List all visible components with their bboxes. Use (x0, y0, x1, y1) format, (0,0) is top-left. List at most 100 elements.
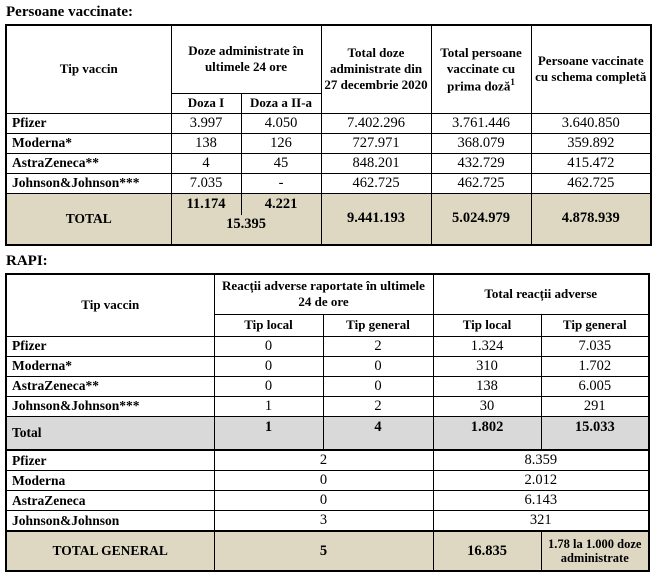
total-label: Total (5, 415, 215, 451)
cell-total: 321 (432, 510, 650, 532)
col-header-prima-doza: Total persoane vaccinate cu prima doză1 (430, 24, 532, 114)
cell-prima-doza: 3.761.446 (430, 112, 532, 134)
summary-row-johnson: Johnson&Johnson 3 321 (5, 510, 650, 532)
col-header-reactii-24h: Reacții adverse raportate în ultimele 24… (213, 273, 434, 315)
cell-local-total: 310 (432, 355, 542, 377)
cell-local-total: 30 (432, 395, 542, 417)
col-header-doze-24h: Doze administrate în ultimele 24 ore (170, 24, 322, 94)
table-row-johnson: Johnson&Johnson*** 1 2 30 291 (5, 395, 650, 417)
col-header-doza-2: Doza a II-a (240, 92, 322, 114)
cell-general-total: 1.702 (540, 355, 650, 377)
total-prima-doza: 5.024.979 (430, 192, 532, 246)
cell-count-24h: 2 (213, 449, 434, 471)
col-header-tip-local-total: Tip local (432, 313, 542, 337)
cell-doza2: - (240, 172, 322, 194)
cell-doza1: 7.035 (170, 172, 242, 194)
cell-local-24h: 0 (213, 355, 324, 377)
grand-total-count-24h: 5 (213, 530, 434, 572)
cell-prima-doza: 432.729 (430, 152, 532, 174)
cell-general-24h: 0 (322, 375, 434, 397)
row-label: Pfizer (5, 449, 215, 471)
total-local: 1.802 (432, 415, 542, 451)
cell-doza1: 3.997 (170, 112, 242, 134)
total-doza2: 4.221 (240, 192, 322, 215)
summary-row-pfizer: Pfizer 2 8.359 (5, 449, 650, 471)
grand-total-value: 16.835 (432, 530, 542, 572)
col-header-tip-general-24h: Tip general (322, 313, 434, 337)
summary-row-moderna: Moderna 0 2.012 (5, 470, 650, 491)
vaccinated-table: Tip vaccin Doze administrate în ultimele… (5, 24, 652, 246)
row-label: Johnson&Johnson*** (5, 395, 215, 417)
cell-total: 8.359 (432, 449, 650, 471)
cell-total-doze: 848.201 (320, 152, 432, 174)
cell-general-24h: 2 (322, 395, 434, 417)
total-general-24h: 4 (322, 415, 434, 451)
row-label: AstraZeneca (5, 490, 215, 511)
cell-doza1: 4 (170, 152, 242, 174)
section-title-rapi: RAPI: (6, 253, 48, 269)
total-doza1: 11.174 (170, 192, 242, 215)
table-row-astrazeneca: AstraZeneca** 0 0 138 6.005 (5, 375, 650, 397)
row-label: Moderna* (5, 355, 215, 377)
cell-total: 6.143 (432, 490, 650, 511)
row-label: Pfizer (5, 112, 172, 134)
footnote-marker: 1 (510, 76, 515, 87)
cell-local-24h: 0 (213, 335, 324, 357)
cell-general-24h: 2 (322, 335, 434, 357)
vaccinated-table-header-row: Tip vaccin Doze administrate în ultimele… (5, 24, 652, 114)
rapi-table: Tip vaccin Reacții adverse raportate în … (5, 273, 650, 572)
cell-count-24h: 0 (213, 490, 434, 511)
cell-schema-completa: 415.472 (530, 152, 652, 174)
total-local-24h: 1 (213, 415, 324, 451)
col-header-doza-1: Doza I (170, 92, 242, 114)
col-header-total-reactii: Total reacții adverse (432, 273, 650, 315)
total-general: 15.033 (540, 415, 650, 451)
cell-schema-completa: 3.640.850 (530, 112, 652, 134)
grand-total-label: TOTAL GENERAL (5, 530, 215, 572)
row-label: Johnson&Johnson*** (5, 172, 172, 194)
cell-total-doze: 727.971 (320, 132, 432, 154)
row-label: Moderna* (5, 132, 172, 154)
cell-prima-doza: 368.079 (430, 132, 532, 154)
table-row-johnson: Johnson&Johnson*** 7.035 - 462.725 462.7… (5, 172, 652, 194)
cell-total: 2.012 (432, 470, 650, 491)
table-row-pfizer: Pfizer 3.997 4.050 7.402.296 3.761.446 3… (5, 112, 652, 134)
cell-local-total: 138 (432, 375, 542, 397)
table-row-moderna: Moderna* 0 0 310 1.702 (5, 355, 650, 377)
summary-row-astrazeneca: AstraZeneca 0 6.143 (5, 490, 650, 511)
total-row: TOTAL 11.174 4.221 9.441.193 5.024.979 4… (5, 192, 652, 246)
row-label: Pfizer (5, 335, 215, 357)
table-row-moderna: Moderna* 138 126 727.971 368.079 359.892 (5, 132, 652, 154)
col-header-tip-vaccin: Tip vaccin (5, 273, 215, 337)
table-row-astrazeneca: AstraZeneca** 4 45 848.201 432.729 415.4… (5, 152, 652, 174)
cell-general-total: 6.005 (540, 375, 650, 397)
row-label: AstraZeneca** (5, 375, 215, 397)
col-header-schema-completa: Persoane vaccinate cu schema completă (530, 24, 652, 114)
cell-general-total: 7.035 (540, 335, 650, 357)
cell-general-24h: 0 (322, 355, 434, 377)
vaccinated-table-subheader-row: Doza I Doza a II-a (6, 92, 651, 114)
grand-total-rate: 1.78 la 1.000 doze administrate (540, 530, 650, 572)
cell-doza2: 45 (240, 152, 322, 174)
total-doze-administrate: 9.441.193 (320, 192, 432, 246)
row-label: Johnson&Johnson (5, 510, 215, 532)
total-combined-row: 15.395 (6, 215, 651, 246)
total-doze-24h-combined: 15.395 (170, 215, 322, 246)
rapi-total-row: Total 1 4 1.802 15.033 (5, 415, 650, 451)
cell-general-total: 291 (540, 395, 650, 417)
cell-schema-completa: 359.892 (530, 132, 652, 154)
grand-total-row: TOTAL GENERAL 5 16.835 1.78 la 1.000 doz… (5, 530, 650, 572)
col-header-tip-local-24h: Tip local (213, 313, 324, 337)
cell-local-24h: 1 (213, 395, 324, 417)
rapi-table-header-row: Tip vaccin Reacții adverse raportate în … (5, 273, 650, 337)
col-header-tip-general-total: Tip general (540, 313, 650, 337)
cell-schema-completa: 462.725 (530, 172, 652, 194)
cell-total-doze: 462.725 (320, 172, 432, 194)
col-header-prima-doza-text: Total persoane vaccinate cu prima doză (440, 44, 522, 93)
cell-count-24h: 3 (213, 510, 434, 532)
total-label: TOTAL (5, 192, 172, 246)
row-label: Moderna (5, 470, 215, 491)
cell-doza2: 4.050 (240, 112, 322, 134)
total-schema-completa: 4.878.939 (530, 192, 652, 246)
